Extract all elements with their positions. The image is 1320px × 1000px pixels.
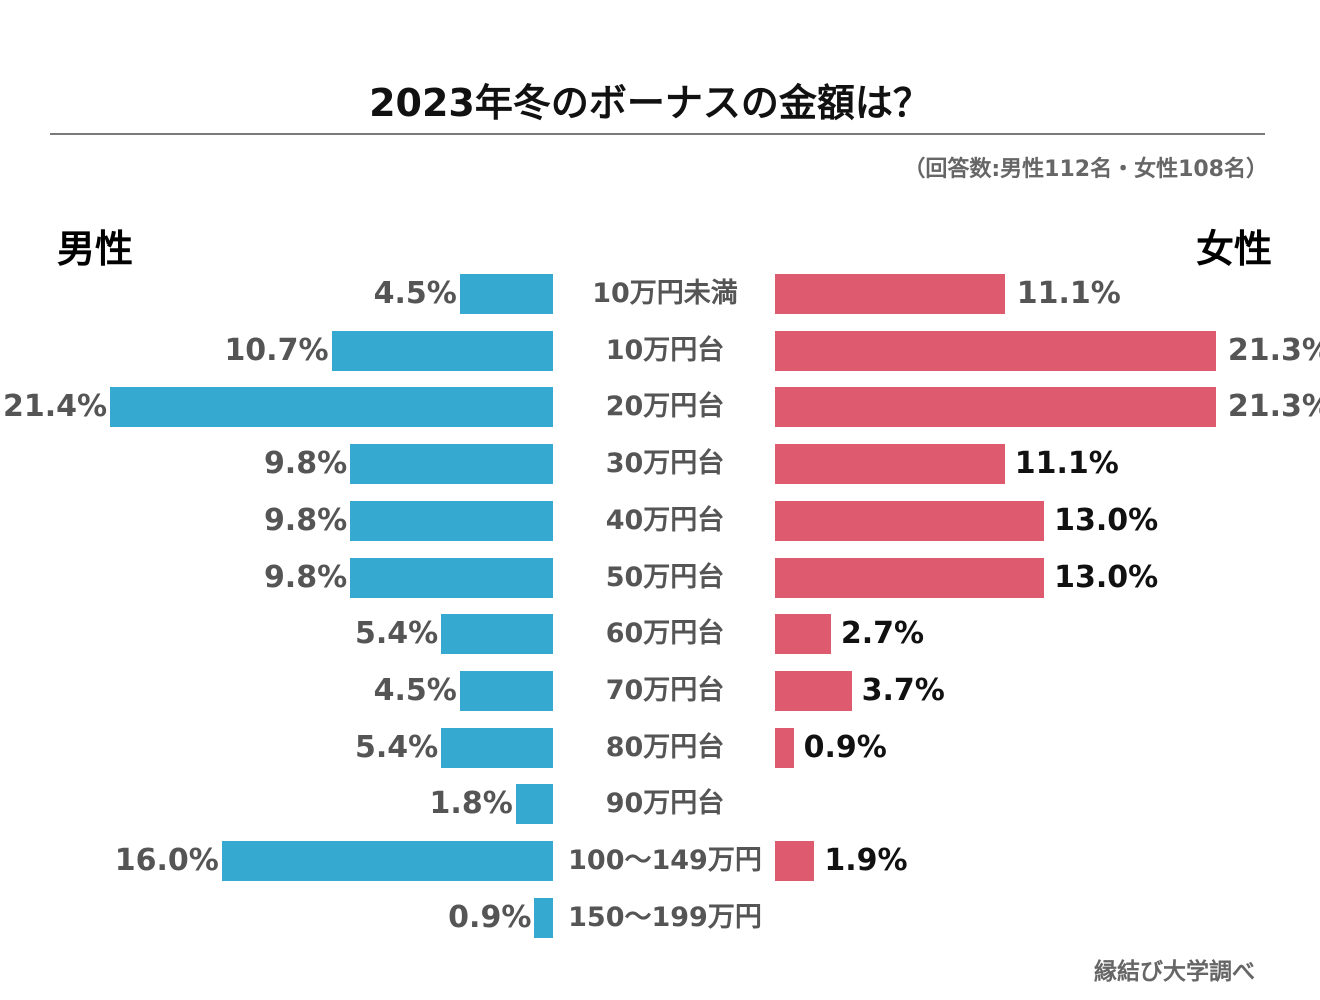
- male-value-label: 16.0%: [114, 843, 219, 878]
- male-value-label: 4.5%: [373, 672, 457, 708]
- male-bar: [110, 387, 553, 428]
- category-label: 90万円台: [605, 788, 725, 820]
- legend-male: 男性: [57, 227, 134, 271]
- female-value-label: 11.1%: [1014, 446, 1119, 482]
- female-bar: [775, 557, 1045, 598]
- female-bar: [775, 614, 831, 655]
- female-value-label: 21.3%: [1227, 332, 1320, 368]
- category-label: 60万円台: [605, 618, 725, 650]
- category-label: 70万円台: [605, 674, 725, 706]
- male-value-label: 21.4%: [2, 389, 108, 425]
- male-value-label: 5.4%: [355, 616, 439, 652]
- chart-title: 2023年冬のボーナスの金額は？: [369, 81, 931, 125]
- female-bar: [775, 274, 1005, 314]
- male-bar: [331, 330, 553, 371]
- female-value-label: 1.9%: [824, 843, 908, 878]
- category-label: 10万円台: [605, 334, 725, 366]
- female-value-label: 3.7%: [861, 672, 945, 708]
- male-bar: [221, 841, 553, 881]
- female-value-label: 0.9%: [803, 729, 887, 765]
- category-label: 100〜149万円: [568, 845, 762, 876]
- male-bar: [459, 274, 553, 314]
- male-value-label: 9.8%: [263, 502, 348, 538]
- title-divider: [50, 133, 1265, 135]
- male-bar: [350, 444, 553, 485]
- male-bar: [534, 897, 553, 938]
- female-bar: [775, 330, 1216, 371]
- category-label: 30万円台: [605, 448, 725, 480]
- female-bar: [775, 727, 794, 768]
- male-bar: [350, 557, 553, 598]
- male-bar: [441, 727, 553, 768]
- male-value-label: 5.4%: [355, 729, 439, 765]
- female-value-label: 13.0%: [1054, 502, 1159, 538]
- source-note: 縁結び大学調べ: [1094, 959, 1255, 985]
- female-bar: [775, 387, 1216, 428]
- male-value-label: 9.8%: [263, 559, 348, 595]
- male-value-label: 4.5%: [373, 276, 457, 311]
- male-value-label: 0.9%: [448, 899, 532, 935]
- category-label: 40万円台: [605, 504, 725, 536]
- category-label: 20万円台: [605, 391, 725, 423]
- female-value-label: 21.3%: [1227, 389, 1320, 425]
- male-bar: [515, 784, 553, 825]
- female-bar: [775, 670, 852, 711]
- category-label: 150〜199万円: [568, 901, 762, 933]
- male-bar: [441, 614, 553, 655]
- female-value-label: 2.7%: [840, 616, 925, 652]
- legend-female: 女性: [1195, 227, 1272, 271]
- female-bar: [775, 841, 815, 881]
- category-label: 80万円台: [605, 731, 725, 763]
- male-value-label: 10.7%: [224, 332, 329, 368]
- female-value-label: 11.1%: [1016, 276, 1121, 311]
- female-value-label: 13.0%: [1054, 559, 1159, 595]
- female-bar: [775, 500, 1045, 541]
- male-value-label: 1.8%: [429, 786, 513, 822]
- female-bar: [775, 444, 1005, 485]
- chart-subtitle: （回答数:男性112名・女性108名）: [903, 157, 1268, 182]
- category-label: 10万円未満: [592, 278, 738, 309]
- category-label: 50万円台: [605, 561, 725, 593]
- male-bar: [459, 670, 553, 711]
- male-bar: [350, 500, 553, 541]
- male-value-label: 9.8%: [263, 446, 348, 482]
